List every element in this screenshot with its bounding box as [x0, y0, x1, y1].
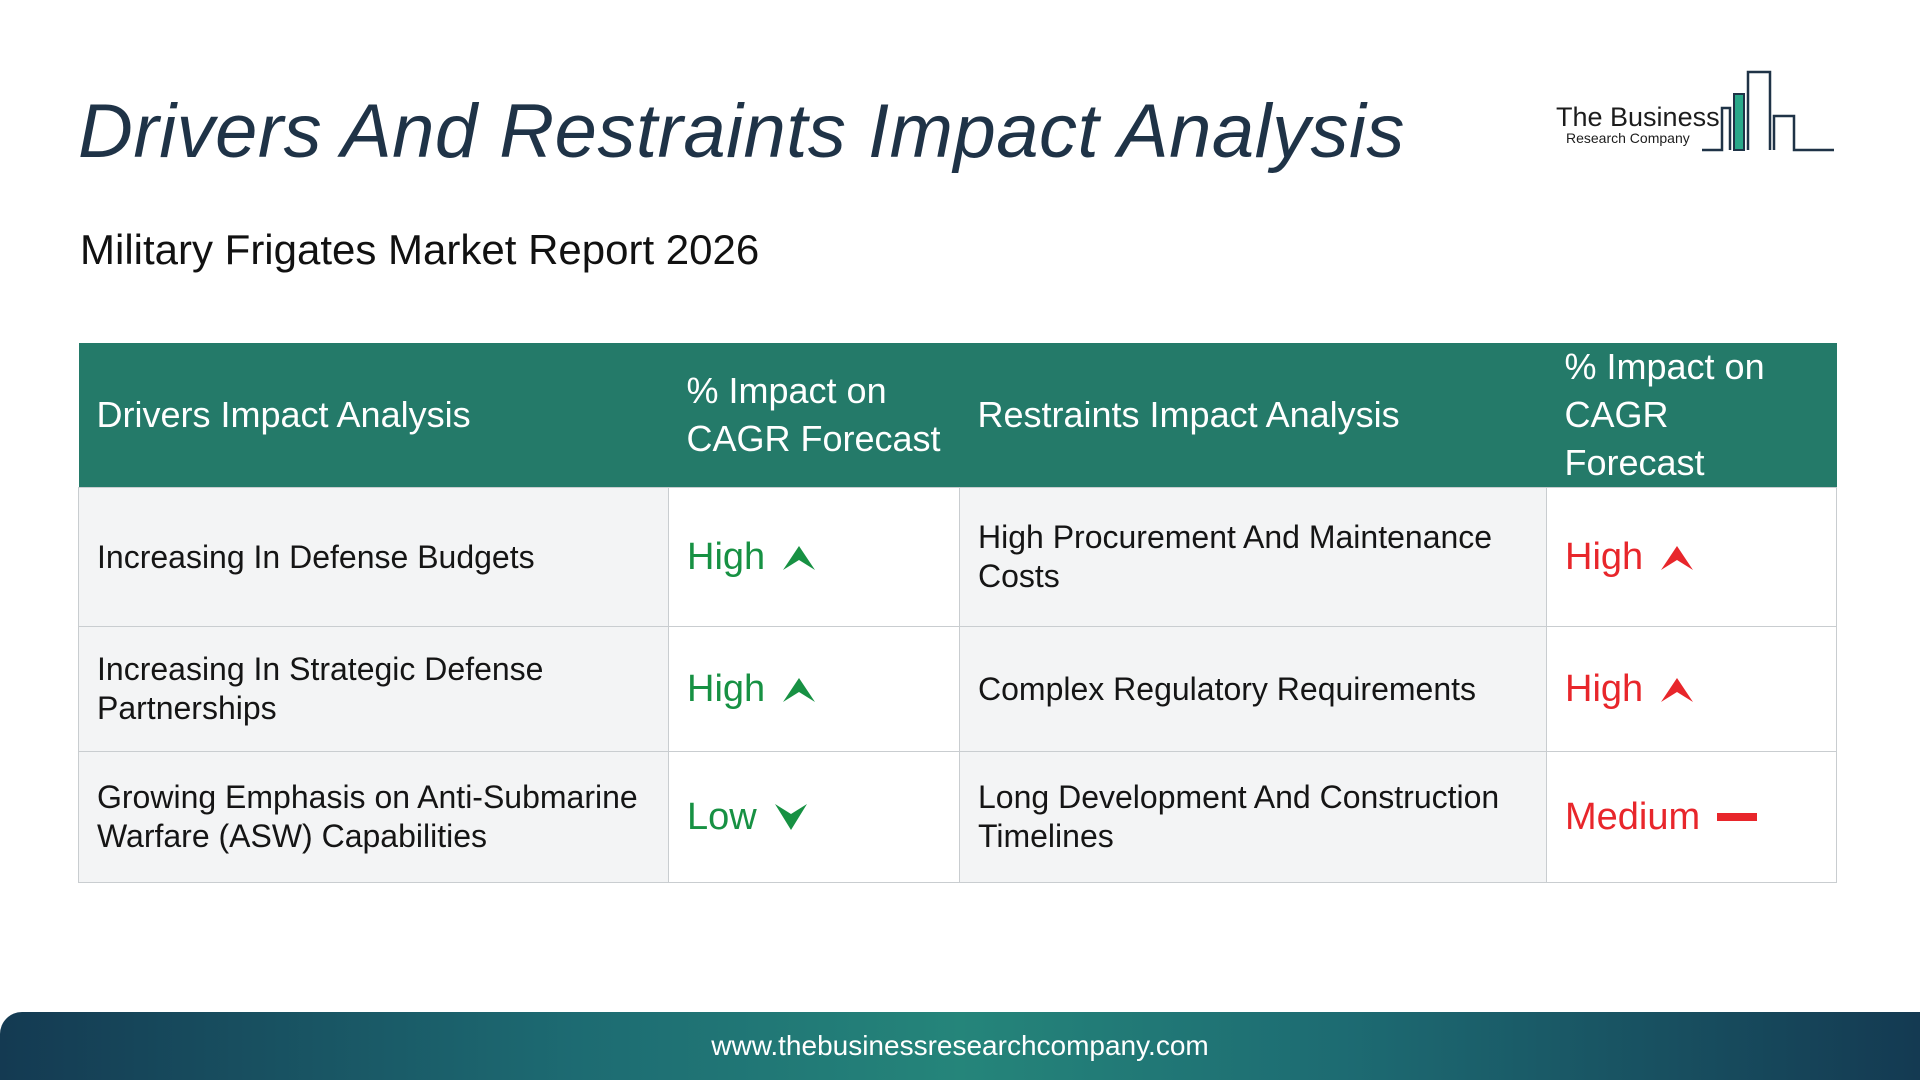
dash-icon: [1717, 813, 1758, 821]
table-row: Growing Emphasis on Anti-Submarine Warfa…: [78, 751, 1837, 883]
restraint-cell: Long Development And Construction Timeli…: [959, 751, 1547, 883]
logo-text-secondary: Research Company: [1566, 130, 1690, 146]
driver-impact-cell: Low: [668, 751, 960, 883]
driver-cell: Growing Emphasis on Anti-Submarine Warfa…: [78, 751, 669, 883]
table-header-row: Drivers Impact Analysis % Impact on CAGR…: [78, 343, 1837, 488]
arrow-down-icon: [774, 804, 807, 830]
driver-cell: Increasing In Defense Budgets: [78, 487, 669, 627]
driver-cell: Increasing In Strategic Defense Partners…: [78, 626, 669, 752]
impact-table: Drivers Impact Analysis % Impact on CAGR…: [78, 343, 1837, 883]
restraint-impact-cell: High: [1546, 626, 1837, 752]
restraint-cell: Complex Regulatory Requirements: [959, 626, 1547, 752]
restraint-impact-level: Medium: [1565, 795, 1701, 838]
footer-bar: www.thebusinessresearchcompany.com: [0, 1012, 1920, 1080]
arrow-up-icon: [783, 546, 816, 570]
arrow-up-icon: [1661, 678, 1694, 702]
restraint-impact-level: High: [1565, 667, 1644, 710]
arrow-up-icon: [1661, 546, 1694, 570]
driver-impact-level: High: [687, 667, 766, 710]
header-drivers-impact: % Impact on CAGR Forecast: [668, 343, 960, 488]
driver-impact-level: Low: [687, 795, 757, 838]
header-restraints: Restraints Impact Analysis: [959, 343, 1547, 488]
footer-website-link[interactable]: www.thebusinessresearchcompany.com: [711, 1030, 1209, 1061]
restraint-impact-cell: Medium: [1546, 751, 1837, 883]
restraint-impact-cell: High: [1546, 487, 1837, 627]
header-drivers: Drivers Impact Analysis: [78, 343, 669, 488]
driver-impact-cell: High: [668, 626, 960, 752]
logo-text-primary: The Business: [1556, 102, 1720, 132]
driver-impact-cell: High: [668, 487, 960, 627]
page-title: Drivers And Restraints Impact Analysis: [78, 89, 1405, 174]
header-restraints-impact: % Impact on CAGR Forecast: [1546, 343, 1837, 488]
restraint-impact-level: High: [1565, 535, 1644, 578]
report-subtitle: Military Frigates Market Report 2026: [80, 226, 760, 273]
company-logo: The Business Research Company: [1552, 66, 1842, 156]
restraint-cell: High Procurement And Maintenance Costs: [959, 487, 1547, 627]
table-row: Increasing In Strategic Defense Partners…: [78, 626, 1837, 752]
driver-impact-level: High: [687, 535, 766, 578]
logo-buildings-icon: [1702, 70, 1834, 152]
arrow-up-icon: [783, 678, 816, 702]
table-row: Increasing In Defense Budgets High High …: [78, 487, 1837, 627]
